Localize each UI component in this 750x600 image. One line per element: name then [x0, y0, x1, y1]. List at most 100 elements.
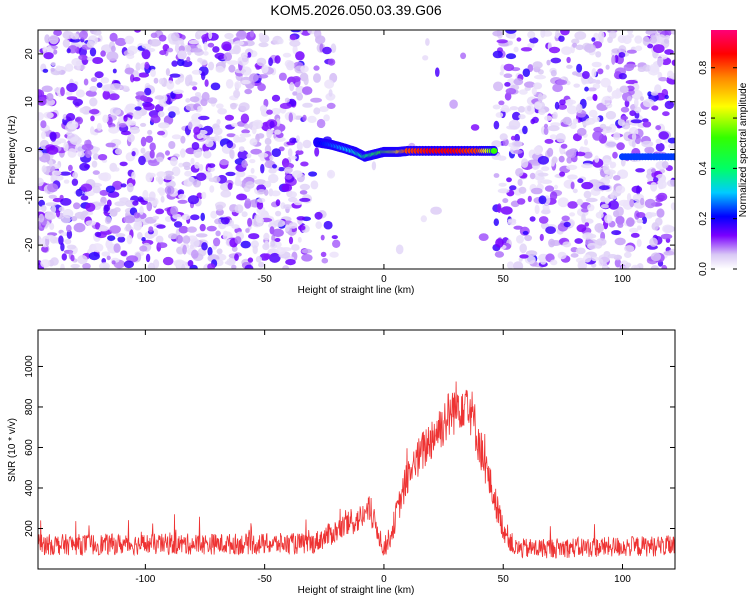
noise-blob [540, 257, 547, 265]
noise-blob [53, 30, 62, 37]
noise-blob [532, 61, 543, 69]
noise-blob [110, 83, 122, 91]
noise-blob [47, 183, 59, 193]
noise-blob [178, 162, 184, 168]
noise-blob [492, 104, 501, 110]
noise-blob [163, 175, 175, 181]
noise-blob [215, 230, 221, 237]
noise-blob [629, 198, 635, 208]
noise-blob [609, 163, 615, 169]
noise-blob [291, 76, 301, 83]
noise-blob [566, 56, 571, 64]
noise-blob [585, 233, 597, 239]
noise-blob [592, 130, 603, 141]
noise-blob [91, 243, 104, 253]
noise-blob [89, 85, 98, 92]
noise-blob [266, 128, 273, 139]
noise-blob [661, 264, 668, 269]
noise-blob [604, 214, 613, 224]
noise-blob [100, 50, 106, 57]
noise-blob [330, 43, 337, 53]
noise-blob [100, 77, 110, 84]
secondary-track-point [670, 153, 675, 161]
noise-blob [320, 251, 327, 258]
noise-blob [310, 180, 319, 190]
noise-blob [300, 65, 309, 73]
noise-blob [63, 141, 69, 152]
noise-blob [108, 126, 120, 134]
noise-blob [631, 132, 637, 141]
noise-blob [241, 159, 248, 168]
noise-blob [149, 39, 162, 47]
noise-blob [148, 226, 154, 233]
noise-blob [300, 161, 309, 167]
noise-blob [302, 114, 307, 122]
noise-blob [46, 93, 54, 101]
noise-blob [509, 106, 519, 111]
noise-blob [534, 204, 540, 215]
noise-blob [284, 166, 293, 174]
noise-blob [563, 221, 571, 228]
noise-blob [513, 261, 524, 269]
noise-blob [77, 151, 85, 158]
noise-blob [545, 226, 556, 235]
noise-blob [516, 235, 524, 244]
noise-blob [295, 135, 300, 143]
noise-blob [566, 164, 578, 170]
noise-blob [227, 60, 239, 66]
noise-blob [61, 253, 67, 261]
noise-blob [60, 86, 65, 97]
noise-blob [46, 145, 59, 155]
noise-blob [115, 37, 127, 47]
noise-blob [140, 147, 146, 154]
noise-blob [209, 185, 215, 193]
noise-blob [105, 239, 113, 250]
noise-blob [237, 150, 249, 160]
noise-blob [164, 170, 174, 177]
noise-blob [200, 212, 205, 222]
noise-blob [201, 91, 210, 102]
noise-blob [41, 204, 47, 212]
noise-blob [88, 252, 100, 261]
noise-blob [72, 171, 78, 179]
noise-blob [180, 135, 186, 144]
noise-blob [289, 35, 297, 41]
noise-blob [102, 114, 109, 124]
noise-blob [289, 137, 297, 144]
noise-blob [124, 67, 135, 75]
noise-blob [40, 259, 51, 268]
noise-blob [272, 228, 284, 237]
noise-blob [284, 224, 290, 232]
noise-blob [299, 183, 311, 191]
noise-blob [504, 82, 511, 87]
noise-blob [666, 179, 675, 187]
noise-blob [269, 155, 274, 161]
y-tick-label: -10 [24, 190, 35, 205]
noise-blob [575, 44, 584, 51]
noise-blob [513, 46, 519, 53]
y-tick-label: 400 [24, 479, 35, 496]
noise-blob [66, 244, 77, 250]
noise-blob [188, 81, 198, 86]
noise-blob [604, 169, 616, 175]
noise-blob [664, 34, 670, 40]
noise-blob [105, 142, 116, 148]
noise-blob [152, 215, 160, 220]
noise-blob [636, 212, 646, 218]
noise-blob [637, 66, 646, 73]
noise-blob [101, 251, 111, 257]
noise-blob [497, 155, 507, 161]
noise-blob [184, 170, 192, 177]
noise-blob [86, 40, 95, 48]
noise-blob [282, 265, 290, 269]
noise-blob [598, 254, 610, 264]
noise-blob [425, 38, 430, 46]
noise-blob [649, 63, 660, 73]
colorbar-tick-label: 0.2 [698, 211, 709, 225]
noise-blob [241, 129, 251, 134]
noise-blob [649, 36, 658, 44]
noise-blob [494, 251, 505, 258]
noise-blob [321, 257, 329, 264]
noise-blob [94, 231, 102, 237]
x-tick-label: 0 [381, 274, 387, 285]
